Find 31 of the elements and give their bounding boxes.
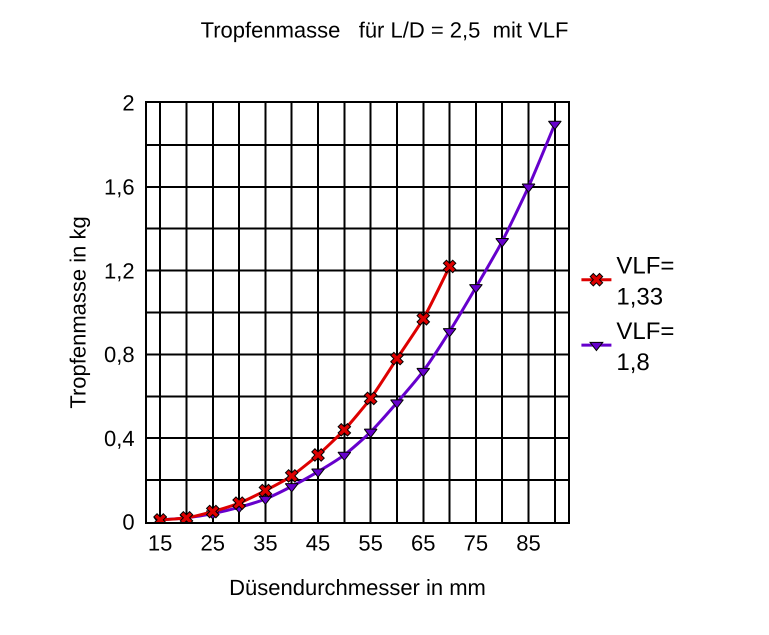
y-tick-label: 2 [122, 90, 135, 116]
point [206, 504, 220, 518]
x-tick-label: 85 [516, 530, 541, 556]
legend-label: VLF= 1,33 [616, 252, 674, 311]
x-tick-label: 35 [253, 530, 278, 556]
point [416, 312, 430, 326]
point [390, 399, 404, 409]
point [338, 423, 352, 437]
y-tick-label: 0 [122, 510, 135, 535]
y-tick-label: 1,6 [104, 174, 135, 200]
point [442, 260, 456, 274]
x-axis-title: Düsendurchmesser in mm [229, 574, 486, 600]
x-tick-label: 65 [411, 530, 436, 556]
x-tick-label: 75 [464, 530, 488, 556]
legend-label: VLF= 1,8 [616, 318, 674, 376]
point [232, 496, 246, 510]
point [311, 468, 325, 478]
x-tick-label: 15 [148, 530, 172, 556]
x-tick-label: 45 [306, 530, 330, 556]
y-tick-label: 1,2 [104, 258, 135, 284]
point [258, 484, 272, 498]
point [390, 352, 404, 366]
point [311, 448, 325, 462]
y-tick-label: 0,8 [104, 342, 135, 368]
chart-title: Tropfenmasse für L/D = 2,5 mit VLF [200, 18, 568, 43]
y-tick-label: 0,4 [104, 426, 135, 451]
point [364, 392, 378, 406]
y-axis-title: Tropfenmasse in kg [65, 216, 90, 409]
point [285, 469, 298, 483]
x-tick-label: 55 [358, 530, 383, 556]
x-tick-label: 25 [200, 530, 226, 556]
